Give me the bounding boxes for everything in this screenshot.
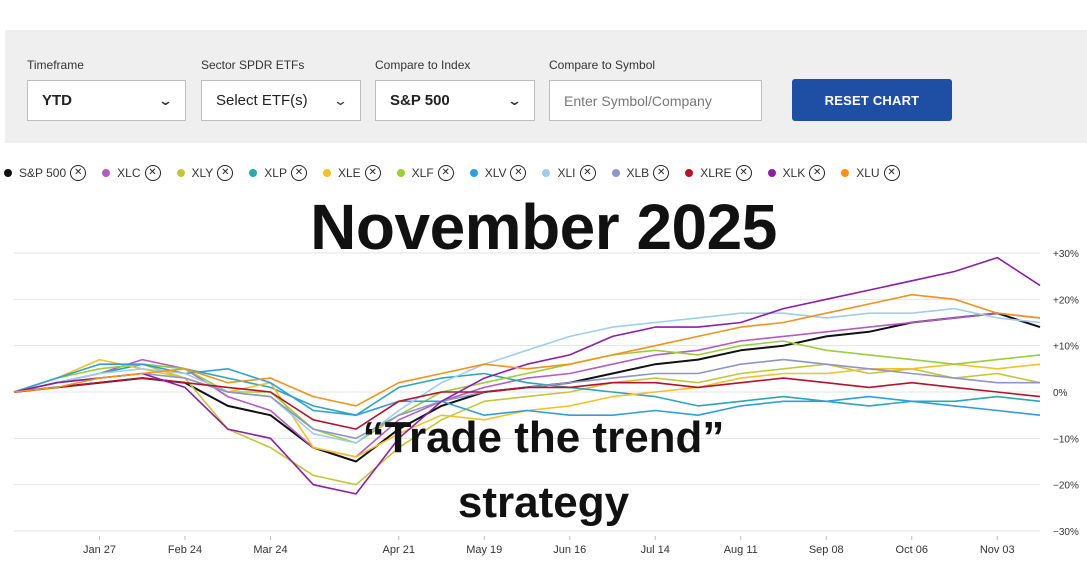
remove-series-icon[interactable]: ✕ — [809, 165, 826, 181]
legend-item: XLB ✕ — [611, 165, 670, 181]
legend-color-dot — [102, 169, 111, 177]
remove-series-icon[interactable]: ✕ — [579, 165, 596, 181]
y-tick-label: +20% — [1053, 295, 1079, 306]
x-tick-label: Jul 14 — [641, 544, 670, 556]
legend-color-dot — [841, 169, 850, 177]
y-tick-label: −10% — [1053, 434, 1079, 445]
legend-label: XLK — [782, 166, 806, 180]
legend-color-dot — [469, 169, 478, 177]
symbol-label: Compare to Symbol — [549, 58, 656, 72]
x-tick-label: Oct 06 — [896, 544, 928, 556]
index-value: S&P 500 — [390, 92, 450, 109]
overlay-subtitle-line1: “Trade the trend” — [362, 413, 725, 462]
remove-series-icon[interactable]: ✕ — [217, 165, 234, 181]
x-tick-label: Jan 27 — [83, 544, 116, 556]
symbol-control: Compare to Symbol — [549, 58, 762, 121]
legend-item: XLP ✕ — [249, 165, 307, 181]
legend-item: XLY ✕ — [176, 165, 234, 181]
legend-item: XLC ✕ — [102, 165, 161, 181]
y-tick-label: +10% — [1053, 342, 1079, 353]
legend-color-dot — [396, 169, 405, 177]
remove-series-icon[interactable]: ✕ — [883, 165, 900, 181]
index-select[interactable]: S&P 500 ⌄ — [375, 80, 535, 121]
reset-chart-button[interactable]: RESET CHART — [792, 79, 952, 121]
timeframe-select[interactable]: YTD ⌄ — [27, 80, 186, 121]
remove-series-icon[interactable]: ✕ — [510, 165, 527, 181]
x-tick-label: Jun 16 — [553, 544, 586, 556]
remove-series-icon[interactable]: ✕ — [70, 165, 87, 181]
x-tick-label: Sep 08 — [809, 544, 844, 556]
legend-label: XLC — [117, 166, 141, 180]
index-control: Compare to Index S&P 500 ⌄ — [375, 58, 535, 121]
legend-label: XLV — [484, 166, 507, 180]
x-tick-label: Apr 21 — [383, 544, 415, 556]
legend-color-dot — [4, 169, 12, 177]
sector-performance-chart: +30% +20% +10% 0% −10% −20% −30% Jan 27 Feb 24 Ma… — [13, 249, 1079, 556]
y-tick-label: −30% — [1053, 527, 1079, 538]
remove-series-icon[interactable]: ✕ — [735, 165, 752, 181]
legend-label: XLE — [337, 166, 361, 180]
series-line-xlu — [13, 293, 1041, 407]
remove-series-icon[interactable]: ✕ — [437, 165, 454, 181]
remove-series-icon[interactable]: ✕ — [364, 165, 381, 181]
legend-color-dot — [322, 169, 331, 177]
y-tick-label: −20% — [1053, 481, 1079, 492]
symbol-search-input[interactable] — [549, 80, 762, 121]
y-tick-label: +30% — [1053, 249, 1079, 260]
legend-label: XLY — [191, 166, 214, 180]
legend-label: XLB — [626, 166, 650, 180]
x-tick-label: May 19 — [466, 544, 502, 556]
sector-value: Select ETF(s) — [216, 92, 308, 109]
timeframe-control: Timeframe YTD ⌄ — [27, 58, 186, 121]
legend-item: XLRE ✕ — [685, 165, 752, 181]
x-tick-label: Mar 24 — [253, 544, 287, 556]
legend-item: XLI ✕ — [542, 165, 596, 181]
legend-color-dot — [611, 169, 620, 177]
legend-color-dot — [542, 169, 551, 177]
legend-item: XLV ✕ — [469, 165, 527, 181]
remove-series-icon[interactable]: ✕ — [653, 165, 670, 181]
legend-item: XLK ✕ — [767, 165, 826, 181]
remove-series-icon[interactable]: ✕ — [144, 165, 161, 181]
legend-label: XLRE — [700, 166, 732, 180]
chevron-down-icon: ⌄ — [506, 92, 523, 108]
legend-item: XLE ✕ — [322, 165, 381, 181]
legend-color-dot — [685, 169, 694, 177]
y-tick-label: 0% — [1053, 388, 1068, 399]
legend-label: XLI — [557, 166, 576, 180]
x-tick-label: Nov 03 — [980, 544, 1015, 556]
chevron-down-icon: ⌄ — [157, 92, 174, 108]
legend-label: XLU — [856, 166, 880, 180]
timeframe-label: Timeframe — [27, 58, 84, 72]
remove-series-icon[interactable]: ✕ — [290, 165, 307, 181]
overlay-title: November 2025 — [310, 191, 777, 263]
chevron-down-icon: ⌄ — [332, 92, 349, 108]
legend-label: XLF — [411, 166, 434, 180]
sector-control: Sector SPDR ETFs Select ETF(s) ⌄ — [201, 58, 361, 121]
legend-color-dot — [176, 169, 185, 177]
legend-color-dot — [249, 169, 258, 177]
index-label: Compare to Index — [375, 58, 471, 72]
legend-label: XLP — [264, 166, 287, 180]
sector-label: Sector SPDR ETFs — [201, 58, 305, 72]
timeframe-value: YTD — [42, 92, 72, 109]
legend-item: XLF ✕ — [396, 165, 454, 181]
series-line-xlre — [13, 377, 1041, 430]
legend-label: S&P 500 — [19, 166, 67, 180]
legend-color-dot — [767, 169, 776, 177]
series-line-xlk — [13, 256, 1041, 495]
legend-item: XLU ✕ — [841, 165, 900, 181]
x-tick-label: Feb 24 — [168, 544, 202, 556]
legend-item: S&P 500 ✕ — [4, 165, 87, 181]
chart-legend: S&P 500 ✕ XLC ✕ XLY ✕ XLP ✕ XLE ✕ XLF ✕ XLV ✕ XLI ✕ XLB ✕… — [4, 160, 916, 186]
x-tick-label: Aug 11 — [724, 544, 758, 556]
series-line-xli — [13, 307, 1041, 444]
sector-select[interactable]: Select ETF(s) ⌄ — [201, 80, 361, 121]
overlay-subtitle-line2: strategy — [457, 478, 630, 527]
